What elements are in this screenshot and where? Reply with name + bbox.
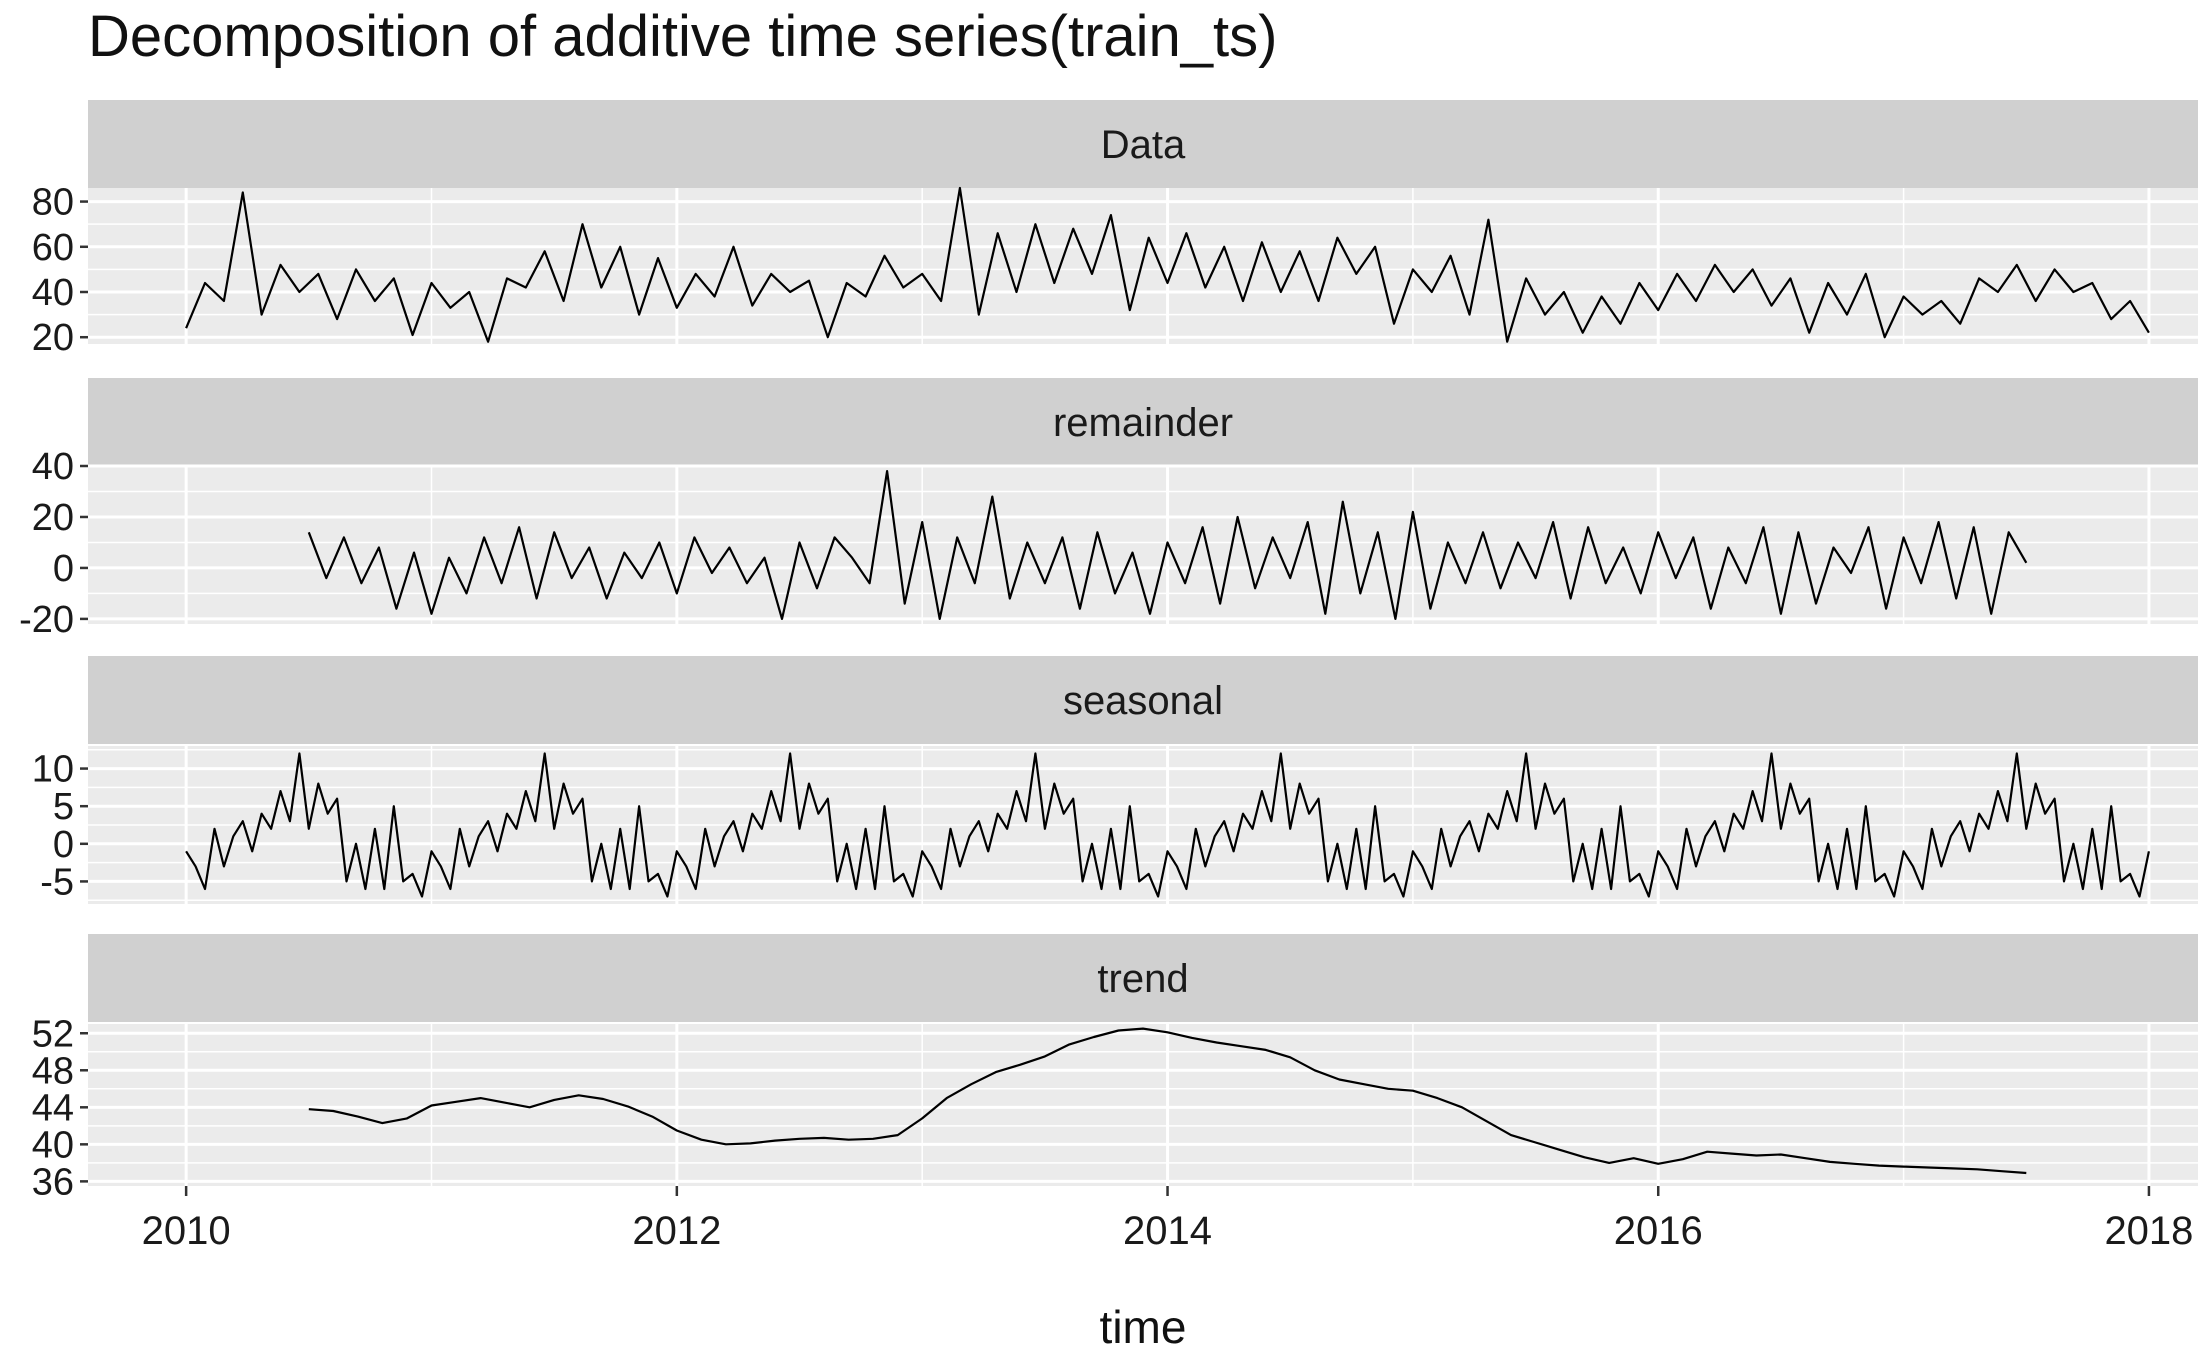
panel-bg-trend bbox=[88, 1024, 2198, 1186]
x-axis: 2010 2012 2014 2016 2018 bbox=[142, 1186, 2193, 1253]
panel-bg-remainder bbox=[88, 466, 2198, 624]
series-line-remainder bbox=[307, 470, 2028, 621]
chart-title: Decomposition of additive time series(tr… bbox=[88, 4, 1277, 69]
y-tick-label-remainder: 40 bbox=[32, 446, 74, 488]
panel-remainder: remainder -20 0 20 40 bbox=[19, 378, 2198, 641]
y-tick-label-trend: 36 bbox=[32, 1161, 74, 1203]
panel-bg-data bbox=[88, 188, 2198, 344]
strip-data bbox=[88, 100, 2198, 188]
x-tick-label: 2010 bbox=[142, 1209, 231, 1253]
x-axis-label: time bbox=[1100, 1301, 1187, 1353]
strip-remainder bbox=[88, 378, 2198, 466]
y-tick-label-trend: 44 bbox=[32, 1087, 74, 1129]
facet-panels: Data20406080remainder-2002040seasonal-50… bbox=[19, 100, 2198, 1203]
strip-seasonal bbox=[88, 656, 2198, 744]
y-tick-label-remainder: 20 bbox=[32, 497, 74, 539]
x-tick-label: 2016 bbox=[1614, 1209, 1703, 1253]
strip-label-seasonal: seasonal bbox=[1063, 679, 1223, 723]
series-line-trend bbox=[308, 1027, 2027, 1175]
y-tick-label-data: 20 bbox=[32, 317, 74, 359]
y-tick-label-seasonal: 10 bbox=[32, 749, 74, 791]
strip-trend bbox=[88, 934, 2198, 1022]
x-tick-label: 2012 bbox=[632, 1209, 721, 1253]
strip-label-remainder: remainder bbox=[1053, 401, 1233, 445]
y-tick-label-trend: 52 bbox=[32, 1013, 74, 1055]
x-tick-label: 2018 bbox=[2104, 1209, 2193, 1253]
y-tick-label-data: 80 bbox=[32, 182, 74, 224]
y-tick-label-data: 40 bbox=[32, 272, 74, 314]
strip-label-data: Data bbox=[1101, 123, 1186, 167]
y-tick-label-data: 60 bbox=[32, 227, 74, 269]
y-tick-label-trend: 48 bbox=[32, 1050, 74, 1092]
x-tick-label: 2014 bbox=[1123, 1209, 1212, 1253]
y-tick-label-seasonal: 0 bbox=[53, 824, 74, 866]
strip-label-trend: trend bbox=[1097, 957, 1188, 1001]
y-tick-label-remainder: 0 bbox=[53, 548, 74, 590]
series-line-seasonal bbox=[185, 752, 2150, 898]
series-line-data bbox=[185, 186, 2150, 343]
y-tick-label-seasonal: -5 bbox=[40, 861, 74, 903]
y-tick-label-seasonal: 5 bbox=[53, 786, 74, 828]
y-tick-label-trend: 40 bbox=[32, 1124, 74, 1166]
y-tick-label-remainder: -20 bbox=[19, 599, 74, 641]
